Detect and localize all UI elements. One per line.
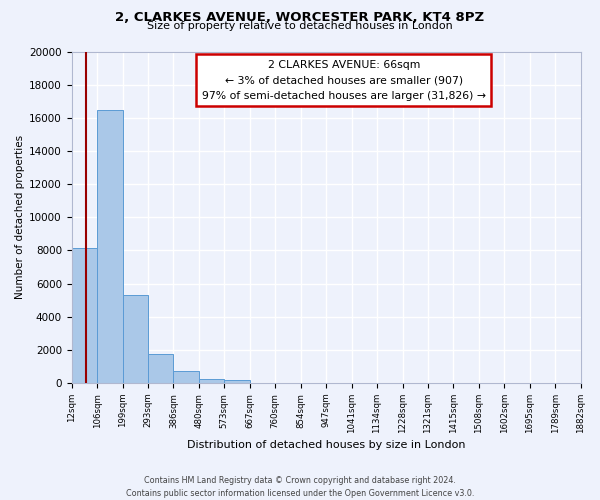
Bar [173, 372, 199, 383]
Y-axis label: Number of detached properties: Number of detached properties [15, 135, 25, 300]
Bar [71, 248, 97, 383]
Bar [224, 380, 250, 383]
Text: 2 CLARKES AVENUE: 66sqm
← 3% of detached houses are smaller (907)
97% of semi-de: 2 CLARKES AVENUE: 66sqm ← 3% of detached… [202, 60, 486, 101]
Text: 2, CLARKES AVENUE, WORCESTER PARK, KT4 8PZ: 2, CLARKES AVENUE, WORCESTER PARK, KT4 8… [115, 11, 485, 24]
Bar [148, 354, 173, 383]
Text: Size of property relative to detached houses in London: Size of property relative to detached ho… [147, 21, 453, 31]
X-axis label: Distribution of detached houses by size in London: Distribution of detached houses by size … [187, 440, 466, 450]
Text: Contains HM Land Registry data © Crown copyright and database right 2024.
Contai: Contains HM Land Registry data © Crown c… [126, 476, 474, 498]
Bar [199, 379, 224, 383]
Bar [122, 295, 148, 383]
Bar [97, 110, 122, 383]
